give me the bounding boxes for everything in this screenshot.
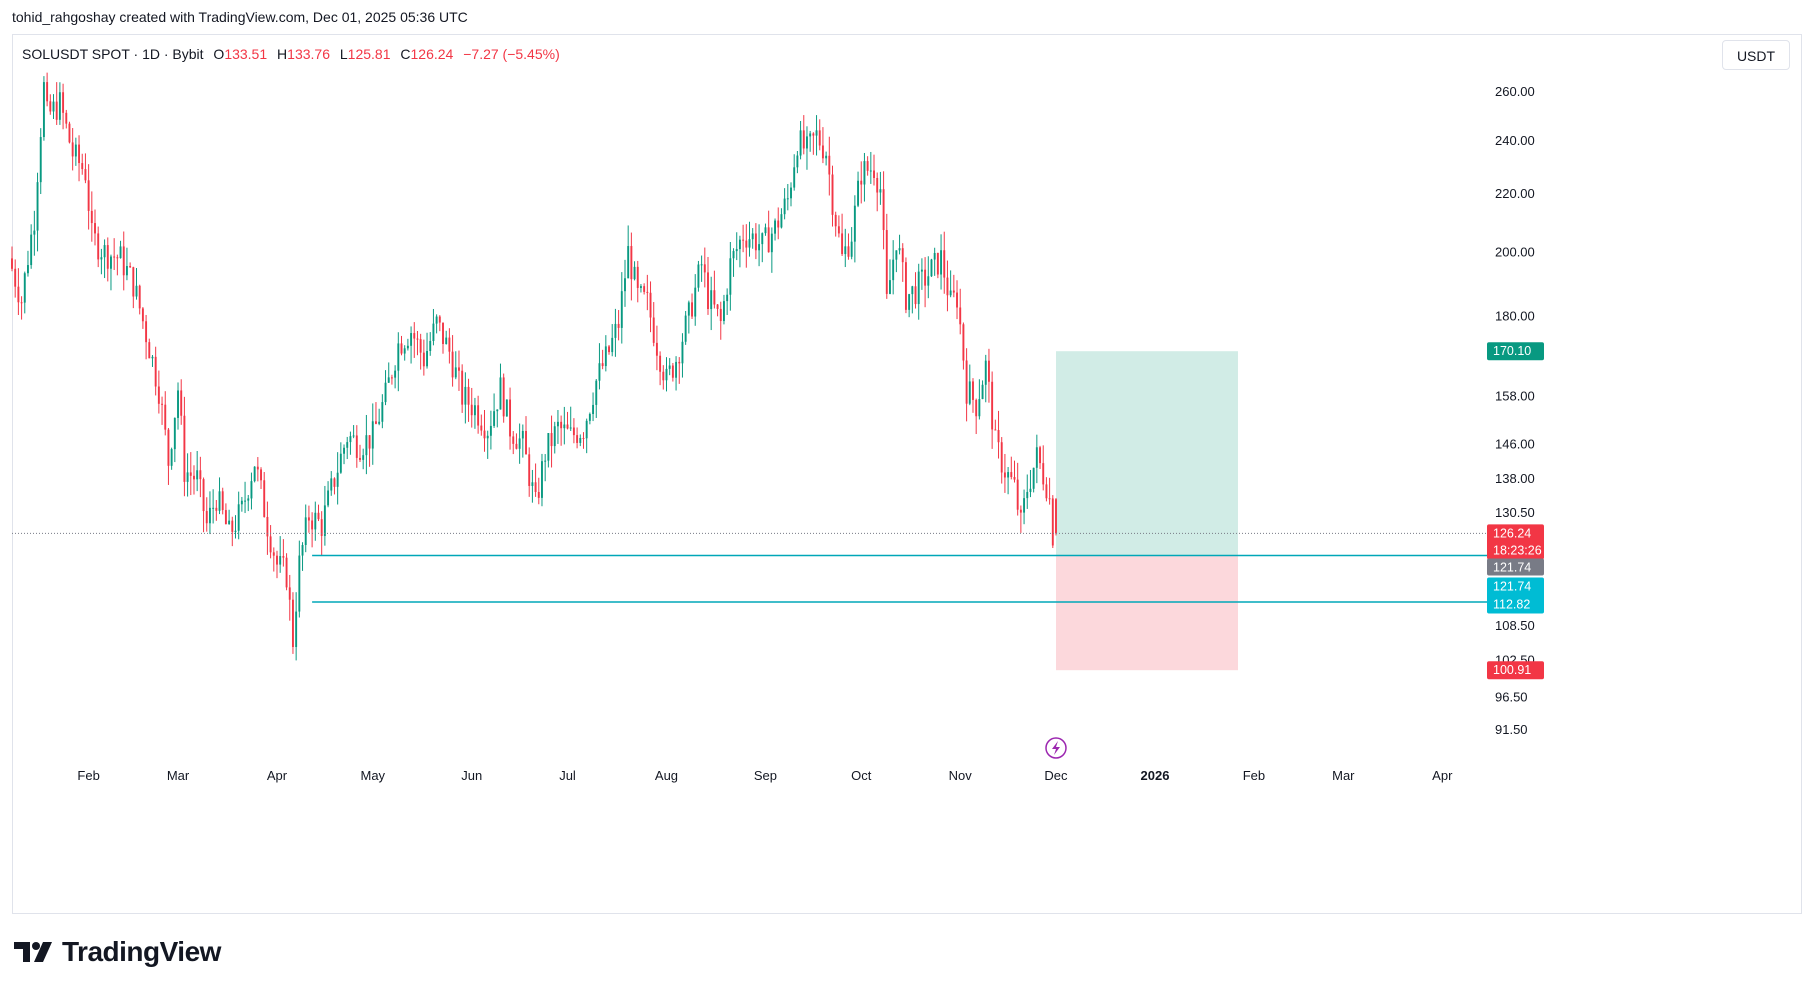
change-value: −7.27 (−5.45%) (463, 46, 560, 62)
low-label: L (339, 46, 348, 62)
chart-frame (12, 34, 1802, 914)
brand-name: TradingView (62, 936, 221, 967)
close-label: C (400, 46, 411, 62)
low-value: 125.81 (347, 46, 391, 62)
high-label: H (277, 46, 288, 62)
open-value: 133.51 (224, 46, 268, 62)
currency-button[interactable]: USDT (1722, 40, 1790, 70)
close-value: 126.24 (410, 46, 454, 62)
open-label: O (213, 46, 225, 62)
symbol-legend[interactable]: SOLUSDT SPOT · 1D · Bybit O133.51 H133.7… (22, 46, 560, 62)
chart-credit: tohid_rahgoshay created with TradingView… (12, 9, 468, 25)
high-value: 133.76 (287, 46, 330, 62)
tradingview-logo[interactable]: TradingView (14, 936, 221, 968)
symbol-title[interactable]: SOLUSDT SPOT · 1D · Bybit (22, 46, 204, 62)
tradingview-logo-icon (14, 942, 52, 962)
